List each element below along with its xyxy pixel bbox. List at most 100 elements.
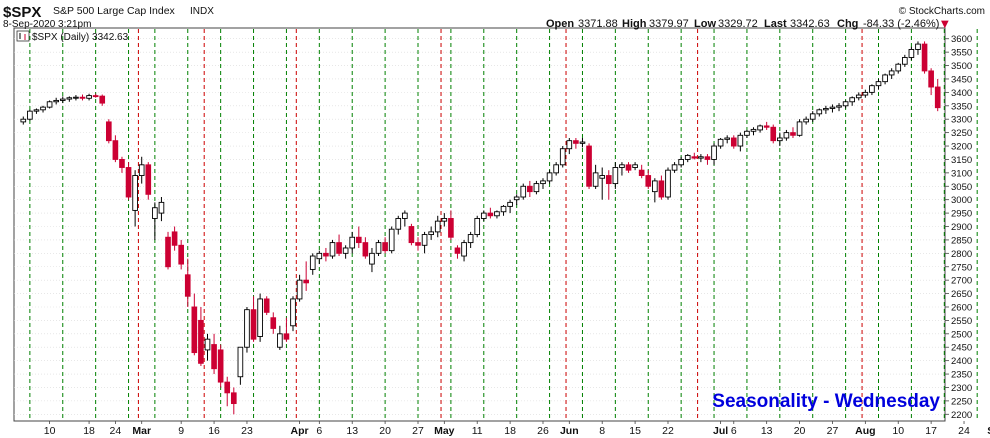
x-tick-label: 17	[925, 425, 937, 437]
candle-body	[612, 167, 619, 185]
candle-body	[711, 145, 717, 160]
candle-body	[204, 338, 211, 351]
candle-body	[99, 95, 106, 104]
candle-body	[224, 381, 231, 394]
y-tick-label: 3000	[951, 195, 972, 206]
candle-body	[796, 121, 803, 136]
candle-body	[928, 70, 934, 88]
candle-body	[402, 212, 408, 219]
candle-body	[855, 94, 862, 99]
x-tick-label: 24	[958, 425, 970, 437]
candle-body	[198, 319, 204, 364]
candle-body	[415, 242, 421, 246]
y-tick-label: 2500	[951, 329, 972, 340]
candle-body	[369, 252, 375, 265]
candle-body	[638, 169, 645, 176]
x-tick-label: 16	[208, 425, 220, 437]
candle-body	[33, 109, 40, 112]
x-tick-label: 8	[599, 425, 605, 437]
candle-body	[171, 231, 178, 246]
candle-body	[454, 247, 461, 254]
candle-body	[59, 98, 66, 101]
y-tick-label: 2200	[951, 410, 972, 421]
low-label: Low	[694, 18, 716, 30]
candle-body	[579, 141, 586, 144]
candle-body	[605, 175, 612, 185]
candle-body	[480, 212, 487, 219]
y-axis-labels: 2200 2250 2300 2350 2400 2450 2500 2550 2600 2650…	[945, 34, 972, 421]
candle-body	[737, 134, 744, 147]
candle-body	[382, 242, 388, 252]
x-tick-label: May	[434, 425, 455, 437]
candle-body	[217, 349, 224, 383]
candle-body	[625, 164, 632, 171]
candle-body	[500, 205, 507, 213]
candle-body	[165, 236, 171, 268]
candle-body	[191, 306, 198, 354]
candle-body	[244, 309, 250, 348]
candle-body	[546, 172, 553, 182]
candle-body	[507, 201, 513, 207]
candle-body	[316, 252, 323, 260]
x-tick-label: 23	[241, 425, 253, 437]
candle-body	[770, 126, 777, 142]
candle-body	[875, 81, 882, 87]
last-value: 3342.63	[790, 18, 830, 30]
x-tick-label: Aug	[855, 425, 875, 437]
y-tick-label: 2600	[951, 302, 972, 313]
x-tick-label: Jul	[713, 425, 728, 437]
x-tick-label: 15	[629, 425, 641, 437]
candle-body	[559, 148, 566, 166]
candle-body	[388, 228, 395, 252]
candle-body	[520, 185, 527, 198]
x-tick-label: 10	[892, 425, 904, 437]
candle-body	[421, 234, 428, 246]
candle-body	[599, 175, 606, 179]
candle-body	[86, 95, 92, 99]
high-value: 3379.97	[649, 18, 689, 30]
candle-body	[362, 242, 369, 257]
candle-body	[178, 244, 184, 265]
candle-body	[375, 242, 382, 254]
index-name-label: S&P 500 Large Cap Index	[53, 5, 176, 17]
candle-body	[428, 231, 434, 236]
candle-body	[829, 106, 836, 109]
y-tick-label: 2250	[951, 396, 972, 407]
candle-body	[533, 183, 540, 193]
candle-body	[934, 86, 941, 109]
x-tick-label: 20	[794, 425, 806, 437]
candle-body	[684, 154, 691, 160]
y-tick-label: 2550	[951, 316, 972, 327]
candle-body	[355, 236, 362, 244]
y-tick-label: 2850	[951, 235, 972, 246]
x-tick-label: Jun	[560, 425, 579, 437]
candle-body	[783, 132, 790, 139]
candle-body	[467, 234, 474, 244]
candle-body	[237, 346, 244, 378]
candle-body	[349, 236, 356, 249]
exchange-label: INDX	[190, 6, 214, 17]
x-axis-labels: 10 18 24 Mar 9 16 23 Apr 6 13 20 27 May 11 18 26 Jun 8 15 2…	[44, 421, 990, 437]
y-tick-label: 3600	[951, 34, 972, 45]
candle-body	[803, 118, 809, 123]
candle-body	[592, 172, 599, 187]
candle-body	[230, 392, 237, 405]
candle-body	[750, 128, 757, 132]
candle-body	[296, 279, 303, 300]
candle-body	[40, 106, 46, 111]
y-tick-label: 3050	[951, 182, 972, 193]
candle-body	[487, 212, 494, 217]
candle-body	[329, 242, 336, 257]
candle-body	[303, 279, 309, 284]
y-tick-label: 3250	[951, 128, 972, 139]
open-value: 3371.88	[578, 18, 618, 30]
x-tick-label: 18	[83, 425, 95, 437]
x-tick-label: 6	[316, 425, 322, 437]
x-tick-label: 13	[761, 425, 773, 437]
x-tick-label: 13	[346, 425, 358, 437]
candle-body	[336, 242, 342, 254]
change-down-arrow: ▼	[941, 19, 949, 30]
candle-body	[309, 255, 316, 270]
candlestick-series	[20, 41, 941, 415]
candle-body	[730, 137, 737, 147]
